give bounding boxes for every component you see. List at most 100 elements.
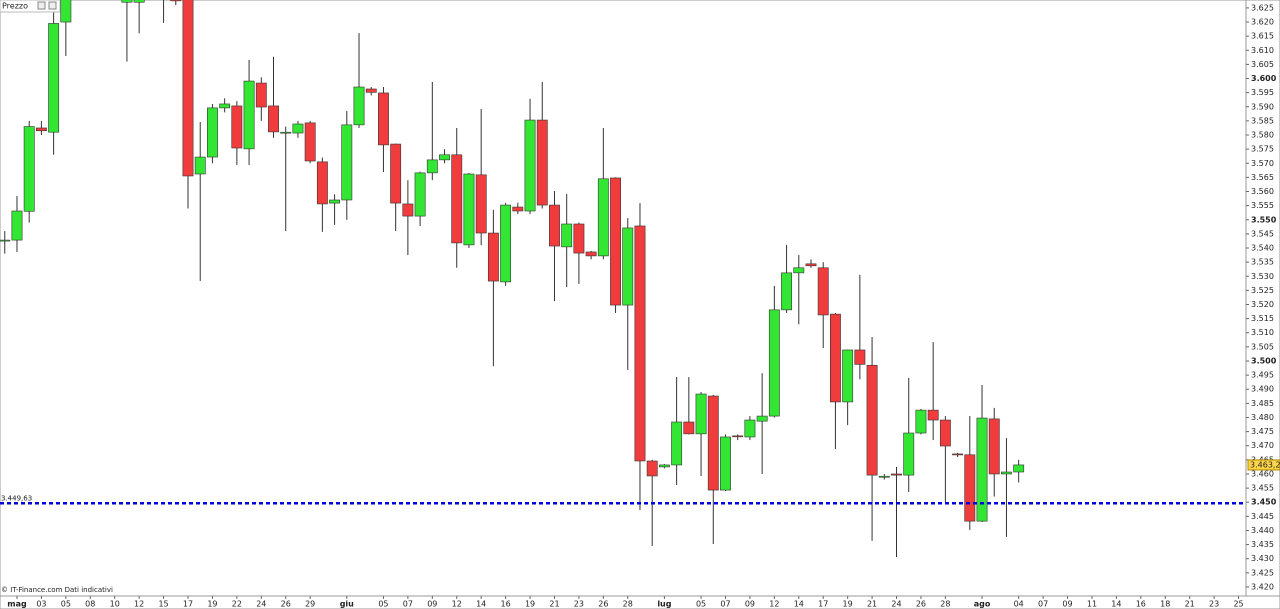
y-tick-label: 3.525 bbox=[1251, 286, 1274, 295]
x-tick-label: 09 bbox=[1062, 600, 1072, 609]
footer: © IT-Finance.com Dati indicativi bbox=[1, 586, 113, 594]
x-tick-label: 19 bbox=[207, 600, 217, 609]
y-tick-label: 3.510 bbox=[1251, 328, 1274, 337]
y-tick-label: 3.535 bbox=[1251, 258, 1274, 267]
x-tick-label: 08 bbox=[85, 600, 95, 609]
y-tick-label: 3.435 bbox=[1251, 540, 1274, 549]
candle-body bbox=[378, 92, 389, 146]
x-tick-label: 16 bbox=[1136, 600, 1146, 609]
x-tick-label: 28 bbox=[940, 600, 950, 609]
y-tick-label: 3.505 bbox=[1251, 342, 1274, 351]
x-tick-label: 19 bbox=[525, 600, 535, 609]
candle-body bbox=[231, 105, 243, 149]
plot bbox=[0, 0, 1025, 558]
y-tick-label: 3.605 bbox=[1251, 60, 1274, 69]
candle-body bbox=[756, 415, 768, 422]
candle-body bbox=[683, 421, 695, 435]
y-tick-label: 3.480 bbox=[1251, 413, 1274, 422]
candle-body bbox=[830, 313, 841, 403]
x-tick-label: 05 bbox=[378, 600, 388, 609]
y-tick-label: 3.565 bbox=[1251, 173, 1274, 182]
y-tick-label: 3.590 bbox=[1251, 102, 1274, 111]
candle-body bbox=[194, 156, 206, 175]
x-tick-label: lug bbox=[657, 600, 671, 609]
y-tick-label: 3.520 bbox=[1251, 300, 1274, 309]
candle-body bbox=[304, 122, 316, 162]
x-tick-label: 26 bbox=[916, 600, 926, 609]
x-tick-label: 21 bbox=[1185, 600, 1195, 609]
legend-label: Prezzo bbox=[2, 2, 28, 11]
candle-body bbox=[732, 435, 744, 438]
candle-body bbox=[695, 393, 707, 435]
legend: Prezzo bbox=[0, 0, 61, 13]
y-tick-label: 3.560 bbox=[1251, 187, 1274, 196]
candle-body bbox=[988, 418, 1000, 475]
candle-body bbox=[268, 105, 279, 133]
y-tick-label: 3.420 bbox=[1251, 582, 1274, 591]
x-tick-label: ago bbox=[974, 600, 991, 609]
y-tick-label: 3.455 bbox=[1251, 484, 1274, 493]
candle-body bbox=[475, 174, 487, 234]
candle-body bbox=[316, 161, 328, 205]
candle-body bbox=[768, 309, 780, 417]
x-tick-label: 07 bbox=[720, 600, 730, 609]
candle-body bbox=[463, 173, 475, 246]
x-tick-label: 24 bbox=[891, 600, 901, 609]
x-tick-label: mag bbox=[7, 600, 27, 609]
x-tick-label: 11 bbox=[1087, 600, 1097, 609]
x-tick-label: 04 bbox=[1014, 600, 1024, 609]
candle-body bbox=[793, 267, 805, 274]
legend-icon[interactable] bbox=[48, 1, 57, 10]
candle-body bbox=[549, 204, 560, 247]
candle-body bbox=[341, 124, 353, 201]
y-tick-label: 3.450 bbox=[1251, 498, 1277, 507]
x-tick-label: 07 bbox=[1038, 600, 1048, 609]
candle-body bbox=[11, 210, 23, 241]
candle-body bbox=[671, 421, 683, 466]
x-tick-label: 14 bbox=[794, 600, 804, 609]
candle-body bbox=[952, 453, 964, 456]
x-tick-label: 03 bbox=[36, 600, 46, 609]
y-tick-label: 3.585 bbox=[1251, 116, 1274, 125]
x-tick-label: 18 bbox=[1160, 600, 1170, 609]
candle-body bbox=[634, 225, 646, 462]
x-tick-label: 12 bbox=[769, 600, 779, 609]
candle-body bbox=[927, 409, 939, 421]
candle-body bbox=[891, 473, 902, 476]
y-tick-label: 3.580 bbox=[1251, 131, 1274, 140]
y-tick-label: 3.515 bbox=[1251, 314, 1274, 323]
x-tick-label: giu bbox=[340, 600, 354, 609]
legend-icon[interactable] bbox=[37, 1, 46, 10]
y-tick-label: 3.495 bbox=[1251, 371, 1274, 380]
x-tick-label: 21 bbox=[867, 600, 877, 609]
y-tick-label: 3.550 bbox=[1251, 215, 1277, 224]
y-tick-label: 3.530 bbox=[1251, 272, 1274, 281]
x-tick-label: 23 bbox=[1209, 600, 1219, 609]
candle-body bbox=[60, 0, 72, 23]
y-tick-label: 3.600 bbox=[1251, 74, 1277, 83]
y-tick-label: 3.595 bbox=[1251, 88, 1274, 97]
candle-body bbox=[805, 263, 817, 267]
x-tick-label: 05 bbox=[61, 600, 71, 609]
candle-body bbox=[0, 239, 11, 242]
candle-body bbox=[573, 223, 585, 254]
y-tick-label: 3.555 bbox=[1251, 201, 1274, 210]
x-tick-label: 09 bbox=[745, 600, 755, 609]
y-tick-label: 3.545 bbox=[1251, 229, 1274, 238]
last-price-label: 3.463,2 bbox=[1250, 460, 1280, 469]
candle-body bbox=[390, 143, 402, 204]
y-tick-label: 3.425 bbox=[1251, 568, 1274, 577]
candle-body bbox=[255, 82, 267, 108]
candle-body bbox=[939, 419, 951, 447]
y-tick-label: 3.625 bbox=[1251, 3, 1274, 12]
candle-body bbox=[121, 0, 133, 3]
candle-body bbox=[353, 86, 365, 126]
candle-body bbox=[512, 206, 524, 212]
candle-body bbox=[23, 126, 35, 212]
y-tick-label: 3.540 bbox=[1251, 244, 1274, 253]
candle-body bbox=[964, 454, 976, 522]
candle-body bbox=[439, 154, 450, 161]
x-tick-label: 16 bbox=[501, 600, 511, 609]
candle-body bbox=[720, 436, 731, 491]
